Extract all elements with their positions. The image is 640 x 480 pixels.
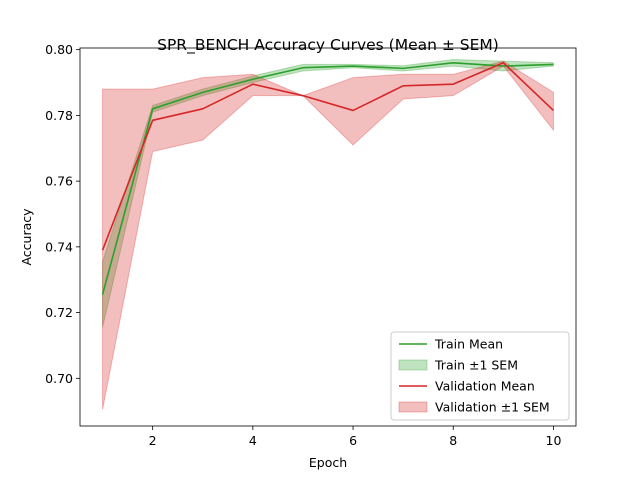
validation-mean-line xyxy=(101,61,555,251)
train-1-sem-band xyxy=(102,58,554,328)
legend: Train Mean Train ±1 SEM Validation Mean Val… xyxy=(390,331,570,421)
x-tick-label: 4 xyxy=(249,433,257,448)
y-axis: 0.70 0.72 0.74 0.76 0.78 0.80 xyxy=(45,42,80,386)
train-1-sem-legend-swatch xyxy=(398,359,428,371)
validation-1-sem-legend-label: Validation ±1 SEM xyxy=(435,400,550,415)
train-mean-line xyxy=(101,61,554,295)
train-mean-legend-label: Train Mean xyxy=(434,337,503,352)
validation-1-sem-legend-swatch xyxy=(398,401,428,413)
y-tick-label: 0.70 xyxy=(45,371,73,386)
x-tick-label: 6 xyxy=(349,433,357,448)
plot-frame xyxy=(79,47,577,427)
y-tick-label: 0.76 xyxy=(45,174,73,189)
x-tick-label: 8 xyxy=(449,433,457,448)
x-axis: 2 4 6 8 10 xyxy=(149,426,562,448)
chart-title: SPR_BENCH Accuracy Curves (Mean ± SEM) xyxy=(157,36,499,55)
validation-mean-legend-label: Validation Mean xyxy=(435,379,535,394)
x-tick-label: 10 xyxy=(546,433,562,448)
y-tick-label: 0.80 xyxy=(45,42,73,57)
y-tick-label: 0.78 xyxy=(45,108,73,123)
y-axis-label: Accuracy xyxy=(19,208,34,266)
train-1-sem-legend-label: Train ±1 SEM xyxy=(434,358,518,373)
validation-1-sem-band xyxy=(102,60,554,410)
y-tick-label: 0.74 xyxy=(45,239,73,254)
legend-box xyxy=(390,331,570,421)
x-axis-label: Epoch xyxy=(309,455,347,470)
x-tick-label: 2 xyxy=(149,433,157,448)
y-tick-label: 0.72 xyxy=(45,305,73,320)
